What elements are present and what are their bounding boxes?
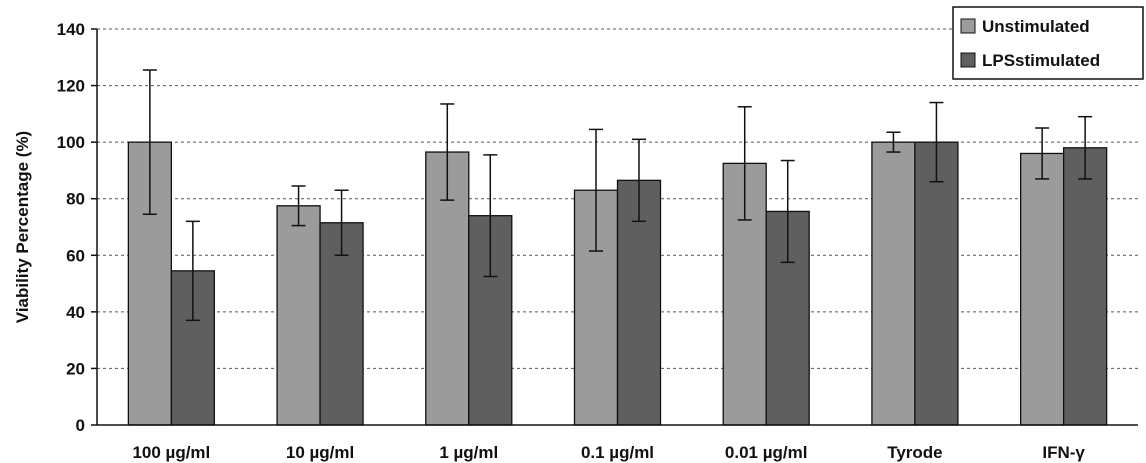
bar <box>1062 147 1108 426</box>
bar <box>276 205 321 426</box>
y-tick-labels: 0 20 40 60 80 100 120 140 <box>57 20 85 435</box>
y-tick-label: 40 <box>66 303 85 322</box>
x-tick-label: 0.01 µg/ml <box>725 443 808 462</box>
legend: Unstimulated LPSstimulated <box>952 6 1144 80</box>
bar <box>1019 152 1065 426</box>
legend-box <box>952 6 1144 80</box>
legend-label-unstimulated: Unstimulated <box>982 17 1090 36</box>
legend-label-lpsstimulated: LPSstimulated <box>982 51 1100 70</box>
x-tick-labels: 100 µg/ml 10 µg/ml 1 µg/ml 0.1 µg/ml 0.01 µg… <box>132 443 1085 462</box>
axes <box>91 28 1138 426</box>
x-tick-label: 10 µg/ml <box>286 443 354 462</box>
bar <box>871 141 916 426</box>
legend-swatch-unstimulated <box>960 18 976 34</box>
y-tick-label: 0 <box>76 416 85 435</box>
y-tick-label: 120 <box>57 77 85 96</box>
x-tick-label: IFN-γ <box>1042 443 1085 462</box>
y-tick-label: 80 <box>66 190 85 209</box>
bars <box>127 141 1108 426</box>
x-tick-label: 100 µg/ml <box>132 443 210 462</box>
x-tick-label: 0.1 µg/ml <box>581 443 654 462</box>
y-tick-label: 60 <box>66 246 85 265</box>
error-bars <box>142 69 1093 322</box>
y-tick-label: 20 <box>66 359 85 378</box>
y-tick-label: 140 <box>57 20 85 39</box>
bar <box>914 141 959 426</box>
y-axis-title: Viability Percentage (%) <box>13 131 32 323</box>
x-tick-label: Tyrode <box>887 443 942 462</box>
legend-swatch-lpsstimulated <box>960 52 976 68</box>
x-tick-label: 1 µg/ml <box>439 443 498 462</box>
y-tick-label: 100 <box>57 133 85 152</box>
